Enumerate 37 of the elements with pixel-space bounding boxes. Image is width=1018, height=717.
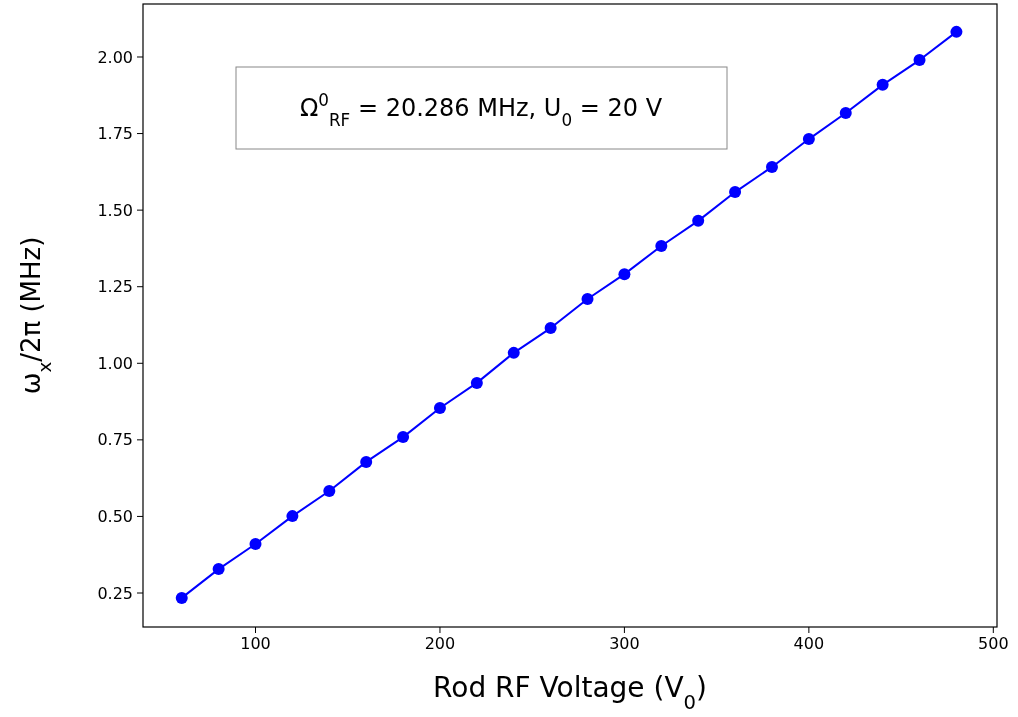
- y-tick-label: 1.00: [97, 353, 133, 373]
- annotation: Ω$^{0}$$_{RF}$ = 20.286 MHz, U$_{0}$ = 20 V: [299, 90, 663, 131]
- x-tick-label: 300: [609, 634, 640, 653]
- y-tick-label: 0.75: [97, 430, 133, 450]
- point: [765, 160, 778, 173]
- point: [729, 186, 742, 199]
- y-tick-label: 0.50: [97, 507, 133, 527]
- point: [839, 107, 852, 120]
- point: [618, 268, 631, 281]
- point: [286, 510, 299, 523]
- point: [692, 214, 705, 227]
- point: [581, 292, 594, 305]
- point: [433, 402, 446, 414]
- point: [470, 376, 483, 389]
- point: [655, 239, 668, 252]
- x-tick-label: 500: [978, 634, 1009, 653]
- point: [802, 133, 815, 146]
- y-tick-label: 1.75: [97, 124, 133, 144]
- point: [249, 538, 262, 550]
- point: [876, 78, 889, 91]
- point: [175, 591, 188, 604]
- x-tick-label: 100: [240, 634, 271, 653]
- point: [212, 563, 225, 576]
- point: [950, 25, 963, 38]
- y-tick-label: 1.50: [97, 200, 133, 220]
- point: [913, 54, 926, 67]
- y-tick-label: 0.25: [97, 583, 133, 603]
- x-tick-label: 400: [793, 634, 825, 653]
- point: [397, 431, 410, 444]
- point: [507, 346, 520, 359]
- point: [360, 455, 373, 468]
- point: [323, 485, 336, 498]
- x-axis-title: Rod RF Voltage (V$_{0}$): [433, 671, 707, 714]
- y-tick-label: 1.25: [97, 277, 133, 297]
- point: [544, 322, 557, 335]
- x-tick-label: 200: [424, 634, 456, 653]
- y-tick-label: 2.00: [97, 47, 133, 67]
